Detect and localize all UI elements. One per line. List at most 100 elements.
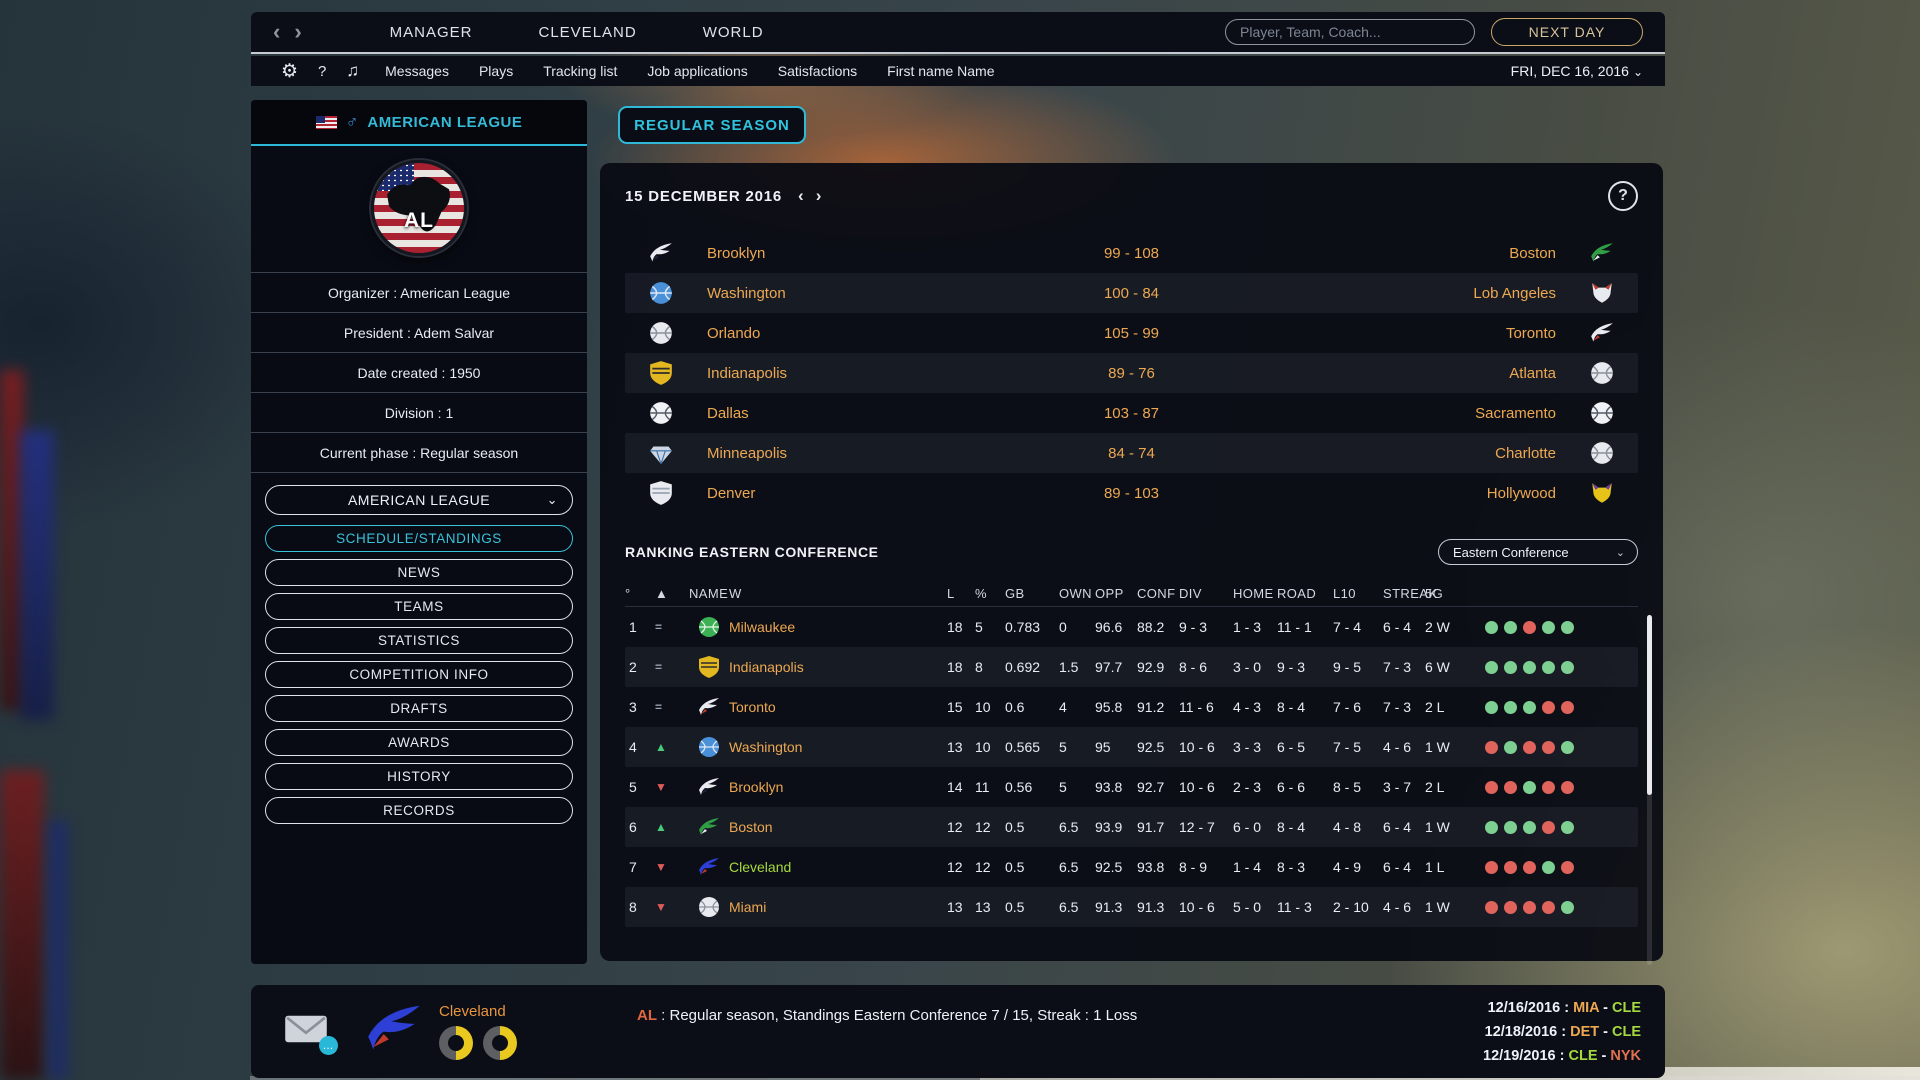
back-icon[interactable]: ‹ <box>273 19 281 44</box>
season-status-line: AL : Regular season, Standings Eastern C… <box>637 1007 1137 1024</box>
next-day-icon[interactable]: › <box>815 186 822 205</box>
settings-gear-icon[interactable]: ⚙ <box>281 60 299 82</box>
stat-value: 0.692 <box>1005 659 1041 675</box>
header-l10[interactable]: L10 <box>1333 586 1356 601</box>
header-home[interactable]: HOME <box>1233 586 1274 601</box>
standings-row[interactable]: 2 = Indianapolis 18 8 0.692 1.5 97.7 92.9 8 - 6 3 … <box>625 647 1638 687</box>
table-scrollbar-thumb[interactable] <box>1647 615 1652 795</box>
sidebar-item-news[interactable]: NEWS <box>265 559 573 586</box>
sidebar-item-drafts[interactable]: DRAFTS <box>265 695 573 722</box>
sidebar-item-schedule-standings[interactable]: SCHEDULE/STANDINGS <box>265 525 573 552</box>
stat-value: 6 - 6 <box>1277 779 1306 795</box>
win-dot-icon <box>1485 620 1498 634</box>
header-gb[interactable]: GB <box>1005 586 1025 601</box>
header-opp[interactable]: OPP <box>1095 586 1124 601</box>
prev-day-icon[interactable]: ‹ <box>798 186 804 205</box>
stat-value: 8 <box>975 659 983 675</box>
menu-item-satisfactions[interactable]: Satisfactions <box>777 63 858 79</box>
sidebar-item-history[interactable]: HISTORY <box>265 763 573 790</box>
stat-value: 93.8 <box>1137 859 1165 875</box>
sidebar-item-statistics[interactable]: STATISTICS <box>265 627 573 654</box>
standings-row[interactable]: 6 ▲ Boston 12 12 0.5 6.5 93.9 91.7 12 - 7 6 - 0 8 -… <box>625 807 1638 847</box>
win-dot-icon <box>1561 620 1574 634</box>
top-nav-manager[interactable]: MANAGER <box>389 23 473 41</box>
stat-value: 12 <box>975 819 991 835</box>
win-dot-icon <box>1504 820 1517 834</box>
panel-help-button[interactable]: ? <box>1608 181 1638 211</box>
header-[interactable]: ° <box>625 586 631 601</box>
loss-dot-icon <box>1561 700 1574 714</box>
game-result-row[interactable]: Denver 89 - 103 Hollywood <box>625 473 1638 513</box>
help-icon[interactable]: ? <box>318 62 327 80</box>
stat-value: 6 W <box>1425 659 1450 675</box>
league-select-dropdown[interactable]: AMERICAN LEAGUE ⌄ <box>265 485 573 515</box>
messages-mail-button[interactable]: … <box>283 1012 338 1055</box>
header-[interactable]: ▲ <box>655 586 669 601</box>
sidebar-item-awards[interactable]: AWARDS <box>265 729 573 756</box>
standings-row[interactable]: 4 ▲ Washington 13 10 0.565 5 95 92.5 10 - 6 3 - 3 6… <box>625 727 1638 767</box>
loss-dot-icon <box>1504 860 1517 874</box>
game-score: 100 - 84 <box>1103 284 1160 302</box>
cleveland-eagle-logo[interactable] <box>363 998 425 1065</box>
stat-value: 4 - 6 <box>1383 899 1412 915</box>
header-[interactable]: % <box>975 586 987 601</box>
header-5g[interactable]: 5G <box>1425 586 1444 601</box>
header-own[interactable]: OWN <box>1059 586 1092 601</box>
win-dot-icon <box>1523 660 1536 674</box>
menu-item-messages[interactable]: Messages <box>385 63 449 79</box>
loss-dot-icon <box>1523 740 1536 754</box>
game-result-row[interactable]: Dallas 103 - 87 Sacramento <box>625 393 1638 433</box>
ranking-title: RANKING EASTERN CONFERENCE <box>625 544 879 560</box>
win-dot-icon <box>1561 820 1574 834</box>
standings-row[interactable]: 7 ▼ Cleveland 12 12 0.5 6.5 92.5 93.8 8 - 9 1 - 4 8… <box>625 847 1638 887</box>
stat-value: 2 L <box>1425 699 1445 715</box>
header-conf[interactable]: CONF <box>1137 586 1176 601</box>
current-date-label: FRI, DEC 16, 2016 <box>1510 63 1629 79</box>
header-name[interactable]: NAME <box>689 586 729 601</box>
game-result-row[interactable]: Orlando 105 - 99 Toronto <box>625 313 1638 353</box>
toronto-logo-icon <box>689 695 729 719</box>
menu-item-tracking-list[interactable]: Tracking list <box>543 63 618 79</box>
header-streak[interactable]: STREAK <box>1383 586 1438 601</box>
win-dot-icon <box>1504 620 1517 634</box>
header-road[interactable]: ROAD <box>1277 586 1317 601</box>
tab-regular-season[interactable]: REGULAR SEASON <box>618 106 806 144</box>
current-date-dropdown[interactable]: FRI, DEC 16, 2016 ⌄ <box>1511 63 1643 79</box>
standings-row[interactable]: 1 = Milwaukee 18 5 0.783 0 96.6 88.2 9 - 3 1 - 3 11… <box>625 607 1638 647</box>
header-w[interactable]: W <box>729 586 742 601</box>
header-l[interactable]: L <box>947 586 955 601</box>
search-input[interactable] <box>1225 19 1475 45</box>
standings-row[interactable]: 8 ▼ Miami 13 13 0.5 6.5 91.3 91.3 10 - 6 5 - 0 11 -… <box>625 887 1638 927</box>
game-result-row[interactable]: Indianapolis 89 - 76 Atlanta <box>625 353 1638 393</box>
sidebar-item-competition-info[interactable]: COMPETITION INFO <box>265 661 573 688</box>
stat-value: 8 - 3 <box>1277 859 1306 875</box>
standings-row[interactable]: 5 ▼ Brooklyn 14 11 0.56 5 93.8 92.7 10 - 6 2 - 3 6 … <box>625 767 1638 807</box>
menu-item-plays[interactable]: Plays <box>478 63 514 79</box>
sidebar-item-records[interactable]: RECORDS <box>265 797 573 824</box>
win-dot-icon <box>1485 820 1498 834</box>
top-nav-world[interactable]: WORLD <box>702 23 764 41</box>
stat-value: 4 - 6 <box>1383 739 1412 755</box>
team-abbr: CLE <box>1568 1047 1598 1064</box>
game-result-row[interactable]: Brooklyn 99 - 108 Boston <box>625 233 1638 273</box>
menu-item-job-applications[interactable]: Job applications <box>647 63 748 79</box>
game-date: 12/18/2016 : <box>1484 1023 1571 1040</box>
last5-dots <box>1485 860 1605 874</box>
league-info-row: Current phase : Regular season <box>251 433 587 473</box>
top-nav-cleveland[interactable]: CLEVELAND <box>538 23 637 41</box>
conference-dropdown[interactable]: Eastern Conference ⌄ <box>1438 539 1638 565</box>
loss-dot-icon <box>1504 780 1517 794</box>
header-div[interactable]: DIV <box>1179 586 1202 601</box>
music-icon[interactable]: ♫ <box>346 61 360 80</box>
next-day-button[interactable]: NEXT DAY <box>1491 18 1643 46</box>
menu-item-first-name-name[interactable]: First name Name <box>887 63 995 79</box>
standings-row[interactable]: 3 = Toronto 15 10 0.6 4 95.8 91.2 11 - 6 4 - 3 8 - … <box>625 687 1638 727</box>
stat-value: 95.8 <box>1095 699 1123 715</box>
stat-value: 10 <box>975 739 991 755</box>
game-result-row[interactable]: Washington 100 - 84 Lob Angeles <box>625 273 1638 313</box>
stat-value: 13 <box>947 739 963 755</box>
sidebar-item-teams[interactable]: TEAMS <box>265 593 573 620</box>
rank-number: 2 <box>629 659 637 675</box>
forward-icon[interactable]: › <box>294 19 302 44</box>
game-result-row[interactable]: Minneapolis 84 - 74 Charlotte <box>625 433 1638 473</box>
